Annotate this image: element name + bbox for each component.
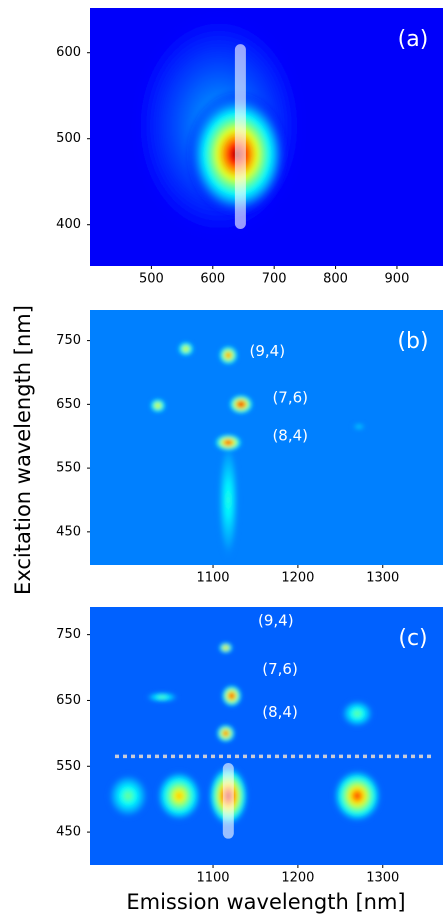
x-axis-label: Emission wavelength [nm] <box>126 890 405 914</box>
x-tick-label: 1100 <box>196 571 229 586</box>
plot-background <box>90 607 443 865</box>
panel <box>90 310 443 565</box>
y-tick-label: 650 <box>56 397 81 412</box>
y-tick-label: 550 <box>56 461 81 476</box>
x-tick-label: 600 <box>200 272 225 287</box>
bar-marker <box>234 44 246 230</box>
x-tick-label: 1300 <box>366 571 399 586</box>
x-tick-label: 700 <box>262 272 287 287</box>
spot <box>340 699 375 729</box>
annotation: (8,4) <box>272 427 308 445</box>
y-axis-label: Excitation wavelength [nm] <box>11 305 35 595</box>
spot <box>149 397 167 414</box>
x-tick-label: 900 <box>385 272 410 287</box>
annotation: (9,4) <box>258 611 294 629</box>
y-tick-label: 400 <box>56 217 81 232</box>
y-tick-label: 450 <box>56 524 81 539</box>
spot <box>145 691 180 703</box>
annotation: (7,6) <box>272 388 308 406</box>
annotation: (7,6) <box>262 660 298 678</box>
panel-label: (a) <box>398 27 429 52</box>
spot <box>155 769 203 823</box>
panel <box>90 607 443 865</box>
panel <box>90 8 443 266</box>
y-tick-label: 750 <box>56 333 81 348</box>
y-tick-label: 600 <box>56 45 81 60</box>
y-tick-label: 500 <box>56 131 81 146</box>
spot <box>177 341 195 357</box>
y-tick-label: 450 <box>56 825 81 840</box>
panel-label: (c) <box>398 626 427 651</box>
x-tick-label: 1100 <box>196 871 229 886</box>
spot <box>213 433 243 452</box>
x-tick-label: 1300 <box>366 871 399 886</box>
spot <box>218 345 239 366</box>
y-tick-label: 550 <box>56 759 81 774</box>
spot <box>220 684 243 708</box>
y-tick-label: 750 <box>56 627 81 642</box>
spot <box>228 394 254 415</box>
spot <box>215 723 236 744</box>
x-tick-label: 1200 <box>281 871 314 886</box>
spot <box>217 439 240 561</box>
annotation: (8,4) <box>262 703 298 721</box>
spot <box>218 641 234 654</box>
x-tick-label: 500 <box>139 272 164 287</box>
y-tick-label: 650 <box>56 693 81 708</box>
x-tick-label: 800 <box>323 272 348 287</box>
annotation: (9,4) <box>250 342 286 360</box>
panel-label: (b) <box>397 329 428 354</box>
bar-marker <box>222 762 234 839</box>
spot <box>352 422 366 431</box>
spot <box>331 768 383 824</box>
x-tick-label: 1200 <box>281 571 314 586</box>
plot-background <box>90 310 443 565</box>
spot <box>106 772 150 819</box>
